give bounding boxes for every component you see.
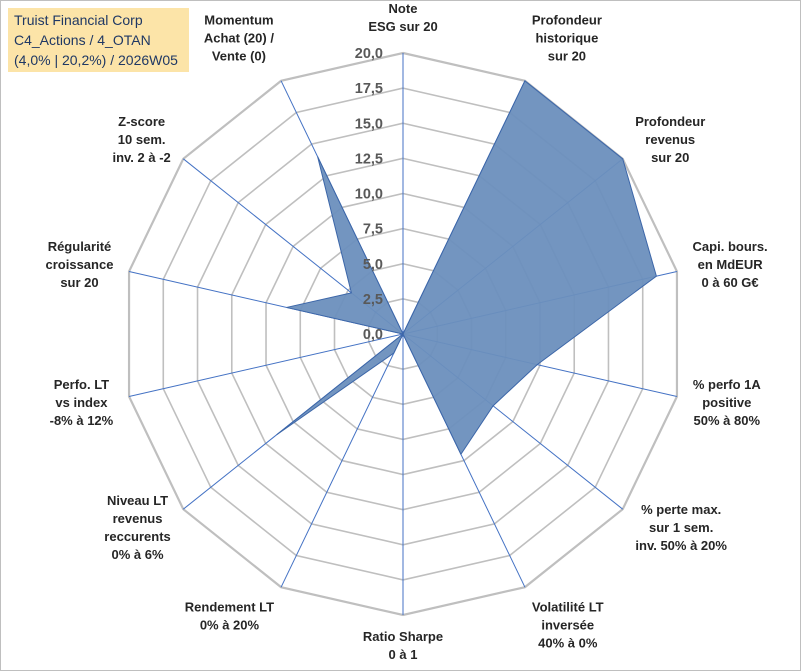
category-label-line: positive	[702, 395, 751, 410]
radial-tick-label: 7,5	[363, 222, 383, 238]
category-label-line: % perte max.	[641, 502, 721, 517]
category-label-line: 0 à 1	[389, 647, 418, 662]
category-label-line: Achat (20) /	[204, 30, 274, 45]
category-label-line: croissance	[46, 257, 114, 272]
category-label-line: Perfo. LT	[54, 377, 109, 392]
series-area	[276, 80, 657, 456]
category-label: Z-score 10 sem. inv. 2 à -2	[112, 114, 170, 165]
radial-tick-label: 0,0	[363, 327, 383, 343]
category-label-line: vs index	[55, 395, 108, 410]
radial-tick-label: 10,0	[355, 187, 383, 203]
category-label-line: Profondeur	[635, 114, 705, 129]
category-label-line: Régularité	[48, 239, 112, 254]
category-label-line: % perfo 1A	[693, 377, 762, 392]
category-label-line: 0 à 60 G€	[702, 275, 759, 290]
category-label-line: -8% à 12%	[50, 413, 114, 428]
category-label: Profondeur revenus sur 20	[635, 114, 705, 165]
category-label-line: Rendement LT	[185, 600, 274, 615]
category-label: Régularité croissance sur 20	[46, 239, 114, 290]
category-label-line: revenus	[113, 511, 163, 526]
category-label-line: revenus	[645, 132, 695, 147]
category-label-line: 10 sem.	[118, 132, 166, 147]
category-label-line: inv. 50% à 20%	[635, 538, 727, 553]
radial-tick-label: 12,5	[355, 151, 383, 167]
category-label: Capi. bours. en MdEUR 0 à 60 G€	[693, 239, 768, 290]
radar-category-labels: Note ESG sur 20 Profondeur historique sur 20…	[46, 1, 768, 662]
category-label-line: Z-score	[118, 114, 165, 129]
category-label: Perfo. LT vs index -8% à 12%	[50, 377, 114, 428]
category-label: Niveau LT revenus reccurents 0% à 6%	[104, 493, 170, 562]
category-label: Profondeur historique sur 20	[532, 12, 602, 63]
radar-series	[276, 80, 657, 456]
category-label-line: 50% à 80%	[694, 413, 761, 428]
category-label-line: Capi. bours.	[693, 239, 768, 254]
title-stats: (4,0% | 20,2%) / 2026W05	[14, 52, 178, 68]
title-category: C4_Actions / 4_OTAN	[14, 32, 151, 48]
category-label-line: Momentum	[204, 12, 273, 27]
category-label: % perte max. sur 1 sem. inv. 50% à 20%	[635, 502, 727, 553]
category-label-line: Volatilité LT	[532, 600, 604, 615]
category-label-line: inv. 2 à -2	[112, 150, 170, 165]
category-label-line: sur 20	[548, 48, 586, 63]
chart-title-box: Truist Financial Corp C4_Actions / 4_OTA…	[8, 8, 189, 72]
category-label-line: inversée	[541, 618, 594, 633]
radar-spoke	[128, 333, 404, 398]
category-label-line: 0% à 20%	[200, 618, 260, 633]
category-label-line: en MdEUR	[698, 257, 764, 272]
category-label-line: 40% à 0%	[538, 636, 598, 651]
radar-tick-labels: 0,0 2,5 5,0 7,5 10,0 12,5 15,0 17,5 20,0	[355, 46, 383, 343]
radial-tick-label: 2,5	[363, 292, 383, 308]
category-label-line: reccurents	[104, 529, 170, 544]
category-label-line: historique	[535, 30, 598, 45]
category-label-line: Niveau LT	[107, 493, 168, 508]
radial-tick-label: 15,0	[355, 116, 383, 132]
radial-tick-label: 17,5	[355, 81, 383, 97]
category-label: % perfo 1A positive 50% à 80%	[693, 377, 762, 428]
category-label: Volatilité LT inversée 40% à 0%	[532, 600, 604, 651]
category-label-line: sur 1 sem.	[649, 520, 713, 535]
category-label-line: ESG sur 20	[368, 19, 437, 34]
category-label: Ratio Sharpe 0 à 1	[363, 629, 443, 662]
category-label-line: Ratio Sharpe	[363, 629, 443, 644]
category-label-line: 0% à 6%	[112, 547, 164, 562]
category-label: Rendement LT 0% à 20%	[185, 600, 274, 633]
radar-spoke	[280, 333, 404, 588]
category-label-line: Note	[389, 1, 418, 16]
category-label-line: Profondeur	[532, 12, 602, 27]
radial-tick-label: 20,0	[355, 46, 383, 62]
category-label-line: sur 20	[60, 275, 98, 290]
radial-tick-label: 5,0	[363, 257, 383, 273]
category-label: Note ESG sur 20	[368, 1, 437, 34]
category-label-line: Vente (0)	[212, 48, 266, 63]
category-label-line: sur 20	[651, 150, 689, 165]
category-label: Momentum Achat (20) / Vente (0)	[204, 12, 274, 63]
title-company: Truist Financial Corp	[14, 12, 143, 28]
